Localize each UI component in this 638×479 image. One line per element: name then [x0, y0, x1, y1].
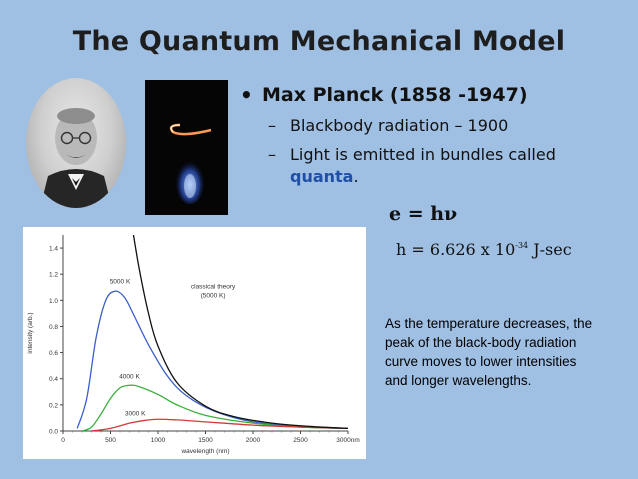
glowing-wire-flame-photo [145, 80, 228, 215]
planck-exponent: -34 [515, 241, 529, 250]
y-tick-label: 1.0 [49, 298, 58, 305]
blackbody-chart: 0.0 0.2 0.4 0.6 0.8 1.0 1.2 1.4 0 500 1000 1500 2000… [27, 235, 360, 455]
bullet-max-planck: Max Planck (1858 -1947) [240, 83, 556, 107]
label-5000k: 5000 K [110, 278, 131, 285]
sub-bullet-quanta: – Light is emitted in bundles called qua… [240, 144, 556, 188]
label-3000k: 3000 K [125, 410, 146, 417]
sub-bullet-text: Blackbody radiation – 1900 [290, 116, 509, 135]
y-axis-label: intensity (arb.) [27, 312, 34, 353]
x-tick-label: 1500 [198, 437, 213, 444]
bullet-list: Max Planck (1858 -1947) – Blackbody radi… [240, 83, 556, 188]
label-classical-theory: classical theory [191, 284, 236, 291]
label-4000k: 4000 K [119, 374, 140, 381]
max-planck-portrait [26, 78, 126, 208]
y-tick-label: 1.4 [49, 246, 58, 253]
planck-value: h = 6.626 x 10 [396, 240, 516, 259]
x-tick-label: 2000 [246, 437, 261, 444]
planck-constant: h = 6.626 x 10-34 J-sec [396, 240, 572, 259]
temperature-note: As the temperature decreases, the peak o… [385, 316, 593, 388]
quanta-term: quanta [290, 167, 354, 186]
x-tick-label: 2500 [293, 437, 308, 444]
blackbody-chart-panel: 0.0 0.2 0.4 0.6 0.8 1.0 1.2 1.4 0 500 1000 1500 2000… [23, 227, 366, 459]
x-tick-label: 3000nm [336, 437, 360, 444]
energy-equation: e = hν [389, 203, 458, 225]
sub-bullet-blackbody: – Blackbody radiation – 1900 [240, 115, 556, 137]
y-tick-label: 0.2 [49, 402, 58, 409]
x-tick-label: 0 [61, 437, 65, 444]
series-line-classical-theory-5000-k [132, 235, 348, 430]
y-tick-label: 0.4 [49, 376, 58, 383]
sentence-period: . [353, 167, 359, 186]
series-line-4000-k [81, 384, 348, 431]
y-tick-label: 1.2 [49, 272, 58, 279]
dash-marker: – [268, 145, 276, 164]
label-classical-temp: (5000 K) [201, 293, 226, 300]
series-line-3000-k [91, 418, 348, 431]
series-line-5000-k [76, 290, 348, 430]
y-tick-label: 0.6 [49, 350, 58, 357]
sub-bullet-text: Light is emitted in bundles called [290, 145, 556, 164]
x-axis-label: wavelength (nm) [180, 448, 229, 455]
slide-title: The Quantum Mechanical Model [72, 26, 566, 57]
y-tick-label: 0.0 [49, 429, 58, 436]
planck-unit: J-sec [533, 240, 572, 259]
x-tick-label: 1000 [151, 437, 166, 444]
y-tick-label: 0.8 [49, 324, 58, 331]
x-tick-label: 500 [105, 437, 116, 444]
dash-marker: – [268, 116, 276, 135]
